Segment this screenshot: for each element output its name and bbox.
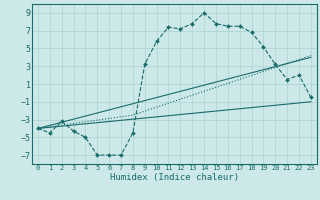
X-axis label: Humidex (Indice chaleur): Humidex (Indice chaleur): [110, 173, 239, 182]
